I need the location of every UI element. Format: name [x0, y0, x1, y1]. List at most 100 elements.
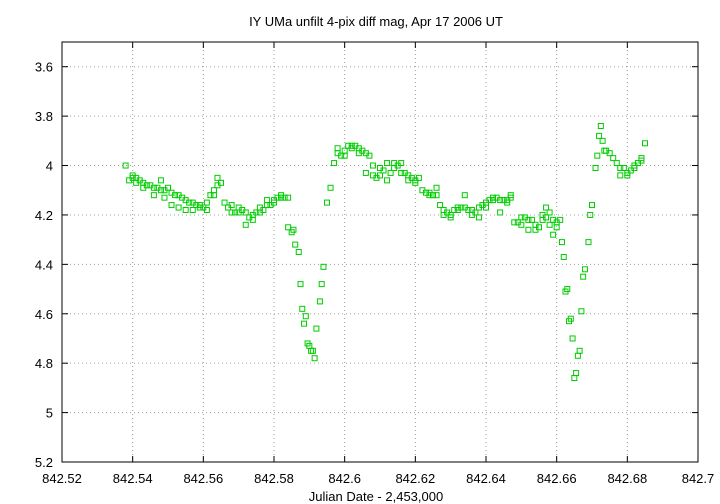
data-point [617, 165, 624, 171]
data-point [624, 172, 631, 179]
data-point [539, 211, 546, 218]
data-point [571, 375, 578, 381]
data-point [249, 216, 256, 223]
data-point [189, 207, 196, 213]
data-point [638, 157, 645, 164]
data-point [341, 147, 348, 154]
data-point [601, 147, 608, 154]
data-point [218, 179, 224, 186]
data-point [532, 226, 539, 233]
y-tick-label: 4.8 [35, 356, 53, 371]
data-point [207, 192, 214, 199]
chart-title: IY UMa unfilt 4-pix diff mag, Apr 17 200… [249, 14, 503, 29]
data-point [567, 315, 574, 322]
data-point [316, 298, 323, 305]
data-point [574, 352, 581, 359]
x-tick-label: 842.56 [183, 471, 223, 486]
data-point [309, 347, 316, 354]
y-tick-label: 5 [46, 406, 53, 421]
data-point [369, 172, 376, 179]
data-point [576, 347, 583, 354]
data-point [157, 177, 164, 184]
data-point [405, 177, 412, 184]
data-point [369, 162, 376, 169]
data-point [589, 202, 595, 209]
data-point [504, 199, 511, 206]
data-point [331, 160, 338, 167]
data-point [377, 172, 383, 179]
data-point [592, 165, 599, 171]
data-point [564, 286, 571, 293]
data-point [355, 150, 362, 157]
data-point [290, 226, 297, 233]
data-point [203, 199, 210, 206]
data-point [597, 123, 604, 129]
data-point [543, 204, 550, 211]
data-point [150, 184, 157, 191]
data-point [475, 214, 482, 221]
tick-labels: 842.52 842.54 842.56 842.58 842.6 842.62 842.6… [35, 60, 714, 486]
data-point [196, 204, 203, 211]
data-point [606, 150, 613, 157]
x-tick-label: 842.66 [537, 471, 577, 486]
data-point [172, 192, 179, 199]
data-point [440, 211, 447, 218]
x-tick-label: 842.54 [113, 471, 153, 486]
y-tick-label: 3.6 [35, 60, 53, 75]
data-point [398, 160, 405, 167]
data-point [253, 209, 260, 216]
x-tick-label: 842.62 [395, 471, 435, 486]
data-point [391, 160, 398, 167]
data-point [387, 169, 394, 176]
data-point [203, 207, 210, 213]
data-point [214, 174, 221, 181]
data-point [308, 347, 315, 354]
axis-ticks [61, 42, 699, 463]
data-point [271, 199, 277, 206]
y-tick-label: 4 [46, 159, 53, 174]
data-point [585, 239, 592, 246]
data-point [157, 187, 164, 194]
x-tick-label: 842.6 [328, 471, 361, 486]
data-point [297, 281, 304, 288]
data-point [398, 169, 405, 176]
data-point [292, 241, 299, 248]
data-point [161, 194, 168, 201]
data-point [447, 214, 454, 221]
data-point [278, 192, 285, 199]
data-point [263, 197, 270, 204]
data-point [299, 305, 306, 312]
data-point [168, 202, 175, 209]
data-point [295, 249, 302, 255]
data-points [122, 123, 648, 381]
data-point [573, 370, 580, 377]
data-point [461, 192, 468, 199]
data-point [613, 160, 620, 167]
data-point [122, 162, 129, 169]
data-point [235, 209, 242, 216]
data-point [366, 152, 373, 159]
data-point [430, 192, 436, 199]
data-point [313, 325, 320, 332]
data-point [242, 209, 249, 216]
grid-lines [62, 42, 698, 462]
data-point [594, 152, 601, 159]
data-point [483, 204, 489, 211]
y-tick-label: 3.8 [35, 109, 53, 124]
data-point [221, 199, 228, 206]
data-point [133, 179, 140, 186]
data-point [412, 179, 419, 186]
data-point [285, 224, 292, 231]
data-point [327, 184, 334, 191]
data-point [546, 209, 553, 216]
data-point [642, 140, 648, 147]
x-tick-label: 842.68 [607, 471, 647, 486]
data-point [285, 194, 292, 201]
data-point [528, 216, 535, 223]
data-point [150, 192, 157, 199]
data-point [454, 207, 461, 213]
data-point [507, 192, 514, 199]
data-point [620, 165, 627, 171]
data-point [581, 266, 588, 273]
